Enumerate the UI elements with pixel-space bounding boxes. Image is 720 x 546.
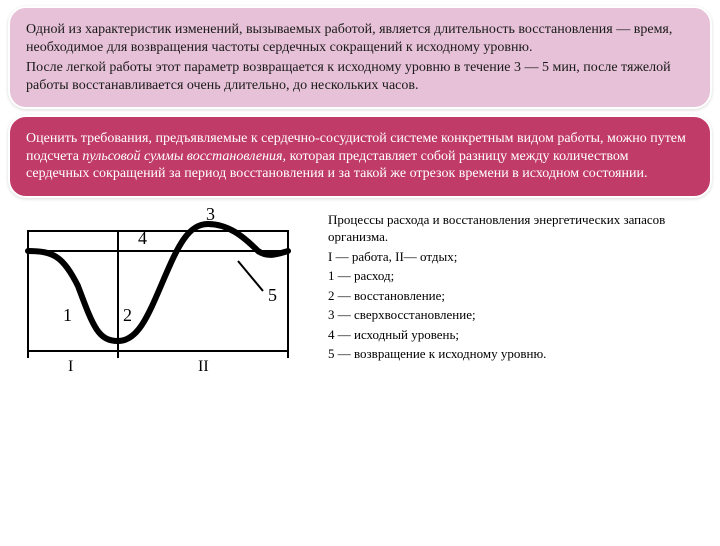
diagram-label-5: 5 xyxy=(268,285,277,305)
legend-line-4: 3 — сверхвосстановление; xyxy=(328,306,704,324)
legend-title: Процессы расхода и восстановления энерге… xyxy=(328,211,704,246)
legend-line-1: I — работа, II— отдых; xyxy=(328,248,704,266)
legend-line-3: 2 — восстановление; xyxy=(328,287,704,305)
diagram-label-3: 3 xyxy=(206,206,215,224)
legend-line-2: 1 — расход; xyxy=(328,267,704,285)
legend-line-6: 5 — возвращение к исходному уровню. xyxy=(328,345,704,363)
diagram-label-1: 1 xyxy=(63,305,72,325)
diagram-label-2: 2 xyxy=(123,305,132,325)
bottom-row: 1 2 3 4 5 I II Процессы расхода и восста… xyxy=(8,206,712,381)
panel2-paragraph: Оценить требования, предъявляемые к серд… xyxy=(26,130,694,183)
energy-diagram: 1 2 3 4 5 I II xyxy=(8,206,308,381)
panel1-paragraph2: После легкой работы этот параметр возвра… xyxy=(26,59,694,94)
legend-line-5: 4 — исходный уровень; xyxy=(328,326,704,344)
panel-1: Одной из характеристик изменений, вызыва… xyxy=(8,6,712,109)
diagram-legend: Процессы расхода и восстановления энерге… xyxy=(308,206,712,381)
diagram-label-4: 4 xyxy=(138,228,147,248)
diagram-label-roman2: II xyxy=(198,358,209,375)
diagram-label-roman1: I xyxy=(68,358,73,375)
panel1-paragraph1: Одной из характеристик изменений, вызыва… xyxy=(26,21,694,56)
panel-2: Оценить требования, предъявляемые к серд… xyxy=(8,115,712,198)
panel2-text-italic: пульсовой суммы восстановления, xyxy=(82,149,286,164)
